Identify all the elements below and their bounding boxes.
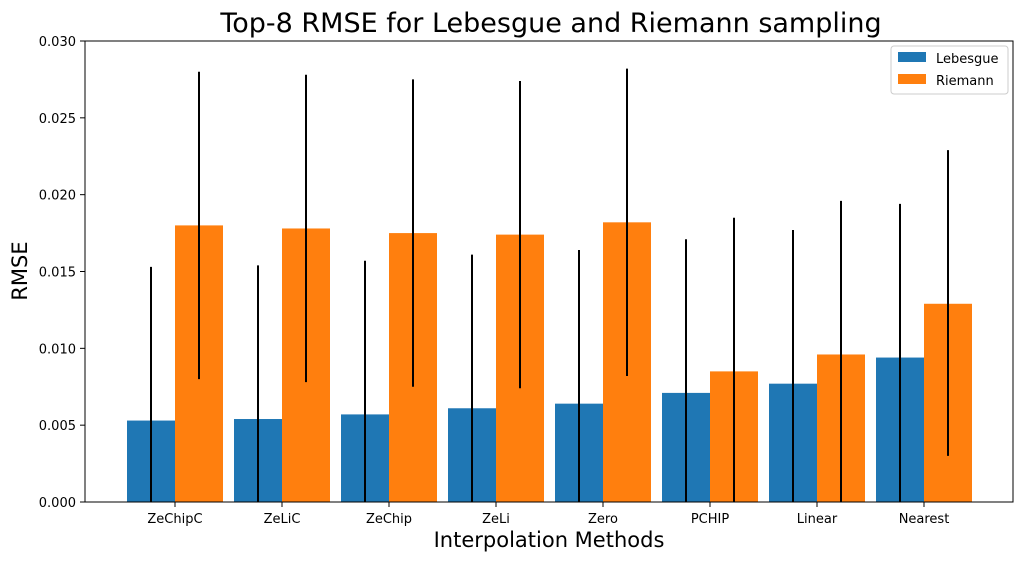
x-tick-label-zechipc: ZeChipC <box>147 512 202 527</box>
x-tick-label-zechip: ZeChip <box>366 512 412 527</box>
y-tick-label: 0.010 <box>39 342 76 357</box>
chart-title: Top-8 RMSE for Lebesgue and Riemann samp… <box>219 8 881 39</box>
y-tick-label: 0.020 <box>39 189 76 204</box>
x-tick-label-zelic: ZeLiC <box>264 512 301 527</box>
x-tick-label-nearest: Nearest <box>899 512 950 527</box>
y-axis-label: RMSE <box>8 241 32 300</box>
x-tick-label-pchip: PCHIP <box>691 512 730 527</box>
x-tick-label-zero: Zero <box>588 512 618 527</box>
axes-frame <box>84 40 1014 503</box>
x-tick-label-linear: Linear <box>797 512 838 527</box>
legend-label-riemann: Riemann <box>936 74 994 89</box>
legend-label-lebesgue: Lebesgue <box>936 52 999 67</box>
y-tick-label: 0.025 <box>39 112 76 127</box>
y-tick-label: 0.030 <box>39 35 76 50</box>
legend-swatch-lebesgue <box>898 52 926 62</box>
y-tick-label: 0.005 <box>39 419 76 434</box>
y-tick-label: 0.015 <box>39 266 76 281</box>
legend: Lebesgue Riemann <box>890 45 1009 95</box>
x-tick-label-zeli: ZeLi <box>482 512 510 527</box>
x-axis-label: Interpolation Methods <box>434 528 665 552</box>
legend-swatch-riemann <box>898 74 926 84</box>
y-tick-label: 0.000 <box>39 496 76 511</box>
plot-area: 0.000 0.005 0.010 0.015 0.020 0.025 0.030 ZeChi… <box>39 35 1014 527</box>
